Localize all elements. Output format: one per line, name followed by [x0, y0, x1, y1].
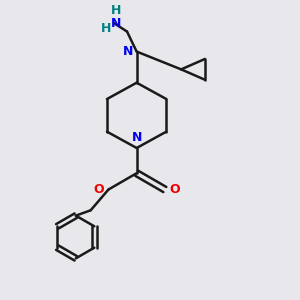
Text: O: O	[169, 183, 180, 196]
Text: H: H	[111, 4, 121, 17]
Text: N: N	[123, 45, 133, 58]
Text: N: N	[111, 17, 121, 30]
Text: N: N	[131, 131, 142, 144]
Text: H: H	[101, 22, 111, 35]
Text: O: O	[93, 183, 104, 196]
